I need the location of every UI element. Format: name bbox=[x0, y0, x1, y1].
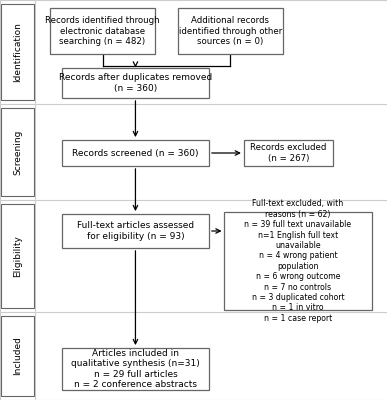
FancyBboxPatch shape bbox=[178, 8, 283, 54]
FancyBboxPatch shape bbox=[1, 108, 34, 196]
Text: Screening: Screening bbox=[13, 129, 22, 175]
Text: Records after duplicates removed
(n = 360): Records after duplicates removed (n = 36… bbox=[59, 73, 212, 93]
Text: Records excluded
(n = 267): Records excluded (n = 267) bbox=[250, 143, 327, 163]
FancyBboxPatch shape bbox=[1, 4, 34, 100]
FancyBboxPatch shape bbox=[224, 212, 372, 310]
Text: Records screened (n = 360): Records screened (n = 360) bbox=[72, 148, 199, 158]
Text: Full-text excluded, with
reasons (n = 62)
n = 39 full text unavailable
n=1 Engli: Full-text excluded, with reasons (n = 62… bbox=[245, 199, 351, 323]
FancyBboxPatch shape bbox=[244, 140, 333, 166]
Text: Additional records
identified through other
sources (n = 0): Additional records identified through ot… bbox=[179, 16, 282, 46]
Text: Records identified through
electronic database
searching (n = 482): Records identified through electronic da… bbox=[45, 16, 160, 46]
Text: Full-text articles assessed
for eligibility (n = 93): Full-text articles assessed for eligibil… bbox=[77, 221, 194, 241]
FancyBboxPatch shape bbox=[1, 204, 34, 308]
Text: Eligibility: Eligibility bbox=[13, 235, 22, 277]
Text: Identification: Identification bbox=[13, 22, 22, 82]
FancyBboxPatch shape bbox=[50, 8, 155, 54]
Text: Articles included in
qualitative synthesis (n=31)
n = 29 full articles
n = 2 con: Articles included in qualitative synthes… bbox=[71, 349, 200, 389]
Text: Included: Included bbox=[13, 336, 22, 376]
FancyBboxPatch shape bbox=[62, 68, 209, 98]
FancyBboxPatch shape bbox=[62, 214, 209, 248]
FancyBboxPatch shape bbox=[1, 316, 34, 396]
FancyBboxPatch shape bbox=[62, 348, 209, 390]
FancyBboxPatch shape bbox=[62, 140, 209, 166]
